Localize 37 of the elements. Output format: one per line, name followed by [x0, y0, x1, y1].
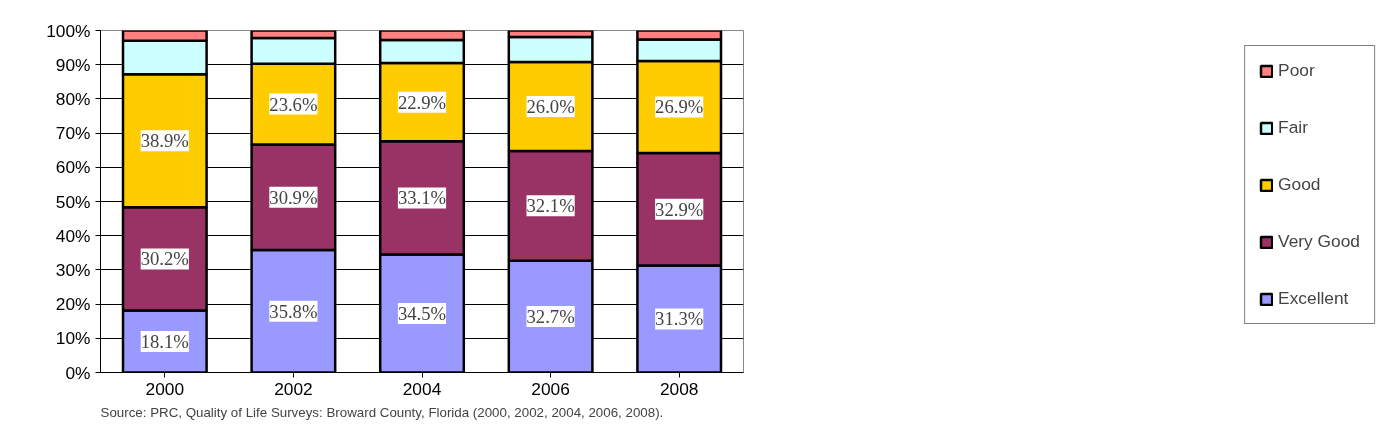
y-tick-label: 70%	[55, 123, 91, 144]
data-label: 33.1%	[397, 187, 447, 209]
data-label: 34.5%	[397, 303, 447, 325]
data-label: 38.9%	[140, 130, 189, 152]
legend-label: Poor	[1278, 60, 1315, 81]
y-tick-label: 100%	[46, 20, 91, 41]
source-note: Source: PRC, Quality of Life Surveys: Broward County, Florida (2000, 2002, 2004, 2006, 2008).	[100, 404, 664, 420]
data-label: 32.1%	[526, 195, 575, 217]
legend-label: Fair	[1278, 117, 1308, 138]
y-tick-label: 0%	[65, 362, 91, 383]
data-label: 31.3%	[655, 308, 704, 330]
data-label: 32.9%	[655, 198, 704, 220]
data-label: 30.9%	[269, 186, 318, 208]
data-label: 18.1%	[140, 331, 189, 353]
legend-label: Good	[1278, 174, 1321, 195]
data-label: 30.2%	[140, 248, 189, 270]
y-tick-label: 90%	[55, 54, 91, 75]
data-label: 26.9%	[655, 96, 704, 118]
y-tick-label: 50%	[55, 191, 91, 212]
data-label: 22.9%	[397, 91, 447, 113]
x-tick-label: 2004	[402, 378, 442, 399]
y-tick-label: 80%	[55, 88, 91, 109]
legend-label: Excellent	[1278, 288, 1349, 309]
y-tick-label: 10%	[55, 328, 91, 349]
x-tick-label: 2006	[531, 378, 570, 399]
data-label: 23.6%	[269, 93, 318, 115]
y-tick-label: 20%	[55, 294, 91, 315]
x-tick-label: 2002	[274, 378, 313, 399]
data-label: 32.7%	[526, 306, 575, 328]
y-tick-label: 30%	[55, 259, 91, 280]
y-tick-label: 60%	[55, 157, 91, 178]
y-tick-label: 40%	[55, 225, 91, 246]
legend-label: Very Good	[1278, 231, 1360, 252]
data-label: 35.8%	[269, 300, 318, 322]
x-tick-label: 2008	[659, 378, 699, 399]
data-label: 26.0%	[526, 95, 575, 117]
x-tick-label: 2000	[145, 378, 185, 399]
